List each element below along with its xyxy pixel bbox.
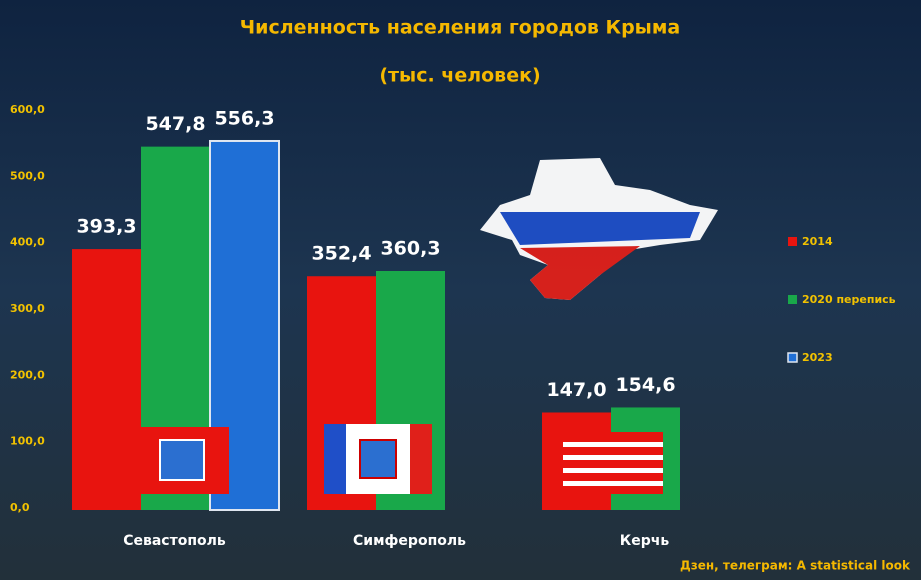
y-tick-label: 400,0 (10, 236, 45, 249)
legend-swatch (787, 352, 798, 363)
value-label: 556,3 (214, 107, 274, 129)
x-tick-label: Керчь (620, 533, 670, 549)
x-tick-label: Симферополь (353, 533, 466, 549)
legend-label: 2014 (802, 235, 833, 248)
y-tick-label: 500,0 (10, 169, 45, 182)
y-tick-label: 200,0 (10, 368, 45, 381)
value-label: 147,0 (546, 379, 606, 401)
y-tick-label: 300,0 (10, 302, 45, 315)
value-label: 360,3 (380, 238, 440, 260)
crimea-map (480, 158, 718, 300)
bar (72, 249, 141, 510)
value-label: 352,4 (311, 243, 371, 265)
legend-swatch (788, 295, 797, 304)
chart-subtitle: (тыс. человек) (379, 65, 540, 87)
y-tick-label: 100,0 (10, 435, 45, 448)
y-tick-label: 600,0 (10, 103, 45, 116)
value-label: 547,8 (145, 113, 205, 135)
y-tick-label: 0,0 (10, 501, 30, 514)
value-label: 393,3 (76, 216, 136, 238)
flags (135, 424, 663, 494)
x-tick-label: Севастополь (123, 533, 226, 549)
chart-title: Численность населения городов Крыма (240, 17, 680, 39)
value-label: 154,6 (615, 374, 675, 396)
source: Дзен, телеграм: A statistical look (680, 559, 911, 573)
legend-label: 2020 перепись (802, 293, 896, 306)
legend-label: 2023 (802, 351, 833, 364)
legend-swatch (788, 237, 797, 246)
